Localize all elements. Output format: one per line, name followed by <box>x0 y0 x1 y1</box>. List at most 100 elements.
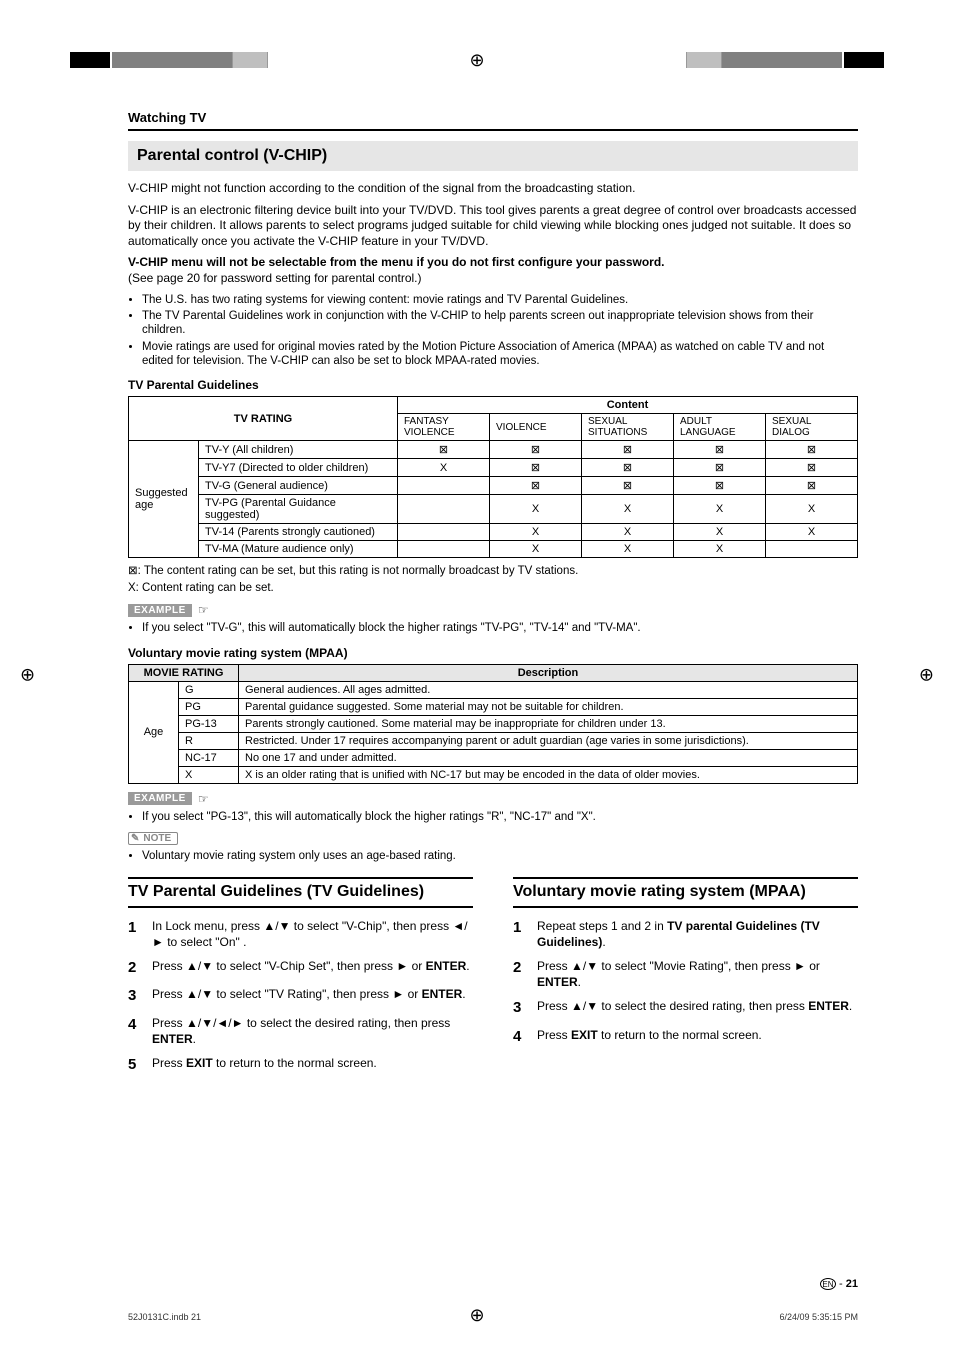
rating-label-cell: TV-Y (All children) <box>199 441 398 459</box>
step-item: 2Press ▲/▼ to select "Movie Rating", the… <box>513 958 858 990</box>
lang-code: EN <box>820 1278 836 1290</box>
movie-code-cell: X <box>179 766 239 783</box>
page: ⊕ ⊕ ⊕ ⊕ Watching TV Parental control (V-… <box>0 0 954 1350</box>
rating-cell: ⊠ <box>582 441 674 459</box>
movie-code-cell: PG <box>179 698 239 715</box>
rating-cell <box>398 524 490 541</box>
step-text: Press ▲/▼/◄/► to select the desired rati… <box>152 1015 473 1047</box>
movie-code-cell: NC-17 <box>179 749 239 766</box>
movie-desc-cell: Parental guidance suggested. Some materi… <box>239 698 858 715</box>
rating-cell: ⊠ <box>490 459 582 477</box>
movie-desc-cell: Parents strongly cautioned. Some materia… <box>239 715 858 732</box>
rating-cell: ⊠ <box>766 477 858 495</box>
left-column: TV Parental Guidelines (TV Guidelines) 1… <box>128 877 473 1083</box>
rating-cell: ⊠ <box>398 441 490 459</box>
footer-meta: 52J0131C.indb 21 6/24/09 5:35:15 PM <box>128 1312 858 1322</box>
example-tag-row: EXAMPLE ☞ <box>128 603 858 617</box>
step-number: 1 <box>513 918 527 950</box>
step-text: Press ▲/▼ to select "V-Chip Set", then p… <box>152 958 470 978</box>
rating-cell: ⊠ <box>490 441 582 459</box>
page-num-value: 21 <box>846 1278 858 1290</box>
table-row: TV-MA (Mature audience only)XXX <box>129 541 858 558</box>
tv-guidelines-heading: TV Parental Guidelines <box>128 378 858 392</box>
rating-cell: X <box>582 541 674 558</box>
crop-bar <box>686 52 722 68</box>
step-text: Press ▲/▼ to select "TV Rating", then pr… <box>152 986 466 1006</box>
intro-bullet: Movie ratings are used for original movi… <box>142 340 858 369</box>
mpaa-heading: Voluntary movie rating system (MPAA) <box>128 646 858 660</box>
step-text: Press ▲/▼ to select "Movie Rating", then… <box>537 958 858 990</box>
left-col-title: TV Parental Guidelines (TV Guidelines) <box>128 877 473 907</box>
description-header: Description <box>239 664 858 681</box>
intro-bullet: The U.S. has two rating systems for view… <box>142 293 858 307</box>
table-row: TV-PG (Parental Guidance suggested)XXXX <box>129 495 858 524</box>
intro-bullets: The U.S. has two rating systems for view… <box>128 293 858 369</box>
content-col-header: ADULT LANGUAGE <box>674 414 766 441</box>
rating-cell: X <box>766 495 858 524</box>
rating-cell: ⊠ <box>766 441 858 459</box>
tv-rating-table: TV RATING Content FANTASY VIOLENCEVIOLEN… <box>128 396 858 558</box>
rating-cell: X <box>674 541 766 558</box>
table-row: PG-13Parents strongly cautioned. Some ma… <box>129 715 858 732</box>
step-text: Press ▲/▼ to select the desired rating, … <box>537 998 852 1018</box>
rating-cell: ⊠ <box>582 477 674 495</box>
step-item: 4Press ▲/▼/◄/► to select the desired rat… <box>128 1015 473 1047</box>
age-label-cell: Age <box>129 681 179 783</box>
step-item: 3Press ▲/▼ to select the desired rating,… <box>513 998 858 1018</box>
hand-point-icon: ☞ <box>198 792 209 806</box>
step-item: 1In Lock menu, press ▲/▼ to select "V-Ch… <box>128 918 473 950</box>
step-item: 4Press EXIT to return to the normal scre… <box>513 1027 858 1047</box>
movie-desc-cell: General audiences. All ages admitted. <box>239 681 858 698</box>
movie-desc-cell: No one 17 and under admitted. <box>239 749 858 766</box>
note-label: NOTE <box>143 833 171 844</box>
step-item: 5Press EXIT to return to the normal scre… <box>128 1055 473 1075</box>
example-tag: EXAMPLE <box>128 792 192 805</box>
table-row: Suggested ageTV-Y (All children)⊠⊠⊠⊠⊠ <box>129 441 858 459</box>
registration-mark-icon: ⊕ <box>469 50 484 71</box>
example-text: If you select "TV-G", this will automati… <box>128 621 858 635</box>
note-tag: ✎ NOTE <box>128 832 178 845</box>
table-row: TV-14 (Parents strongly cautioned)XXXX <box>129 524 858 541</box>
step-text: Press EXIT to return to the normal scree… <box>152 1055 377 1075</box>
movie-code-cell: G <box>179 681 239 698</box>
rating-label-cell: TV-14 (Parents strongly cautioned) <box>199 524 398 541</box>
tv-rating-header: TV RATING <box>129 397 398 441</box>
registration-mark-icon: ⊕ <box>919 665 934 686</box>
rating-cell <box>398 541 490 558</box>
footer-file: 52J0131C.indb 21 <box>128 1312 201 1322</box>
crop-bar <box>232 52 268 68</box>
note-tag-row: ✎ NOTE <box>128 832 858 845</box>
right-column: Voluntary movie rating system (MPAA) 1Re… <box>513 877 858 1083</box>
rating-cell: ⊠ <box>674 459 766 477</box>
steps-columns: TV Parental Guidelines (TV Guidelines) 1… <box>128 877 858 1083</box>
rating-cell <box>398 495 490 524</box>
note-item: Voluntary movie rating system only uses … <box>142 849 858 863</box>
example-tag: EXAMPLE <box>128 604 192 617</box>
table-row: XX is an older rating that is unified wi… <box>129 766 858 783</box>
step-number: 3 <box>128 986 142 1006</box>
rating-cell: X <box>490 495 582 524</box>
step-item: 2 Press ▲/▼ to select "V-Chip Set", then … <box>128 958 473 978</box>
content-header: Content <box>398 397 858 414</box>
rating-cell <box>766 541 858 558</box>
page-content: Watching TV Parental control (V-CHIP) V-… <box>0 70 954 1103</box>
hand-point-icon: ☞ <box>198 603 209 617</box>
page-title: Parental control (V-CHIP) <box>128 141 858 171</box>
crop-bar <box>112 52 232 68</box>
example-item: If you select "PG-13", this will automat… <box>142 810 858 824</box>
crop-bar <box>70 52 110 68</box>
intro-bullet: The TV Parental Guidelines work in conju… <box>142 309 858 338</box>
right-steps-list: 1Repeat steps 1 and 2 in TV parental Gui… <box>513 918 858 1047</box>
rating-cell <box>398 477 490 495</box>
breadcrumb: Watching TV <box>128 110 858 125</box>
crop-bar <box>722 52 842 68</box>
intro-text: V-CHIP menu will not be selectable from … <box>128 255 858 286</box>
page-number: EN - 21 <box>820 1278 858 1290</box>
intro-text: V-CHIP might not function according to t… <box>128 181 858 197</box>
rating-cell: X <box>490 541 582 558</box>
rating-label-cell: TV-PG (Parental Guidance suggested) <box>199 495 398 524</box>
step-number: 2 <box>128 958 142 978</box>
movie-code-cell: PG-13 <box>179 715 239 732</box>
step-text: Press EXIT to return to the normal scree… <box>537 1027 762 1047</box>
movie-desc-cell: Restricted. Under 17 requires accompanyi… <box>239 732 858 749</box>
